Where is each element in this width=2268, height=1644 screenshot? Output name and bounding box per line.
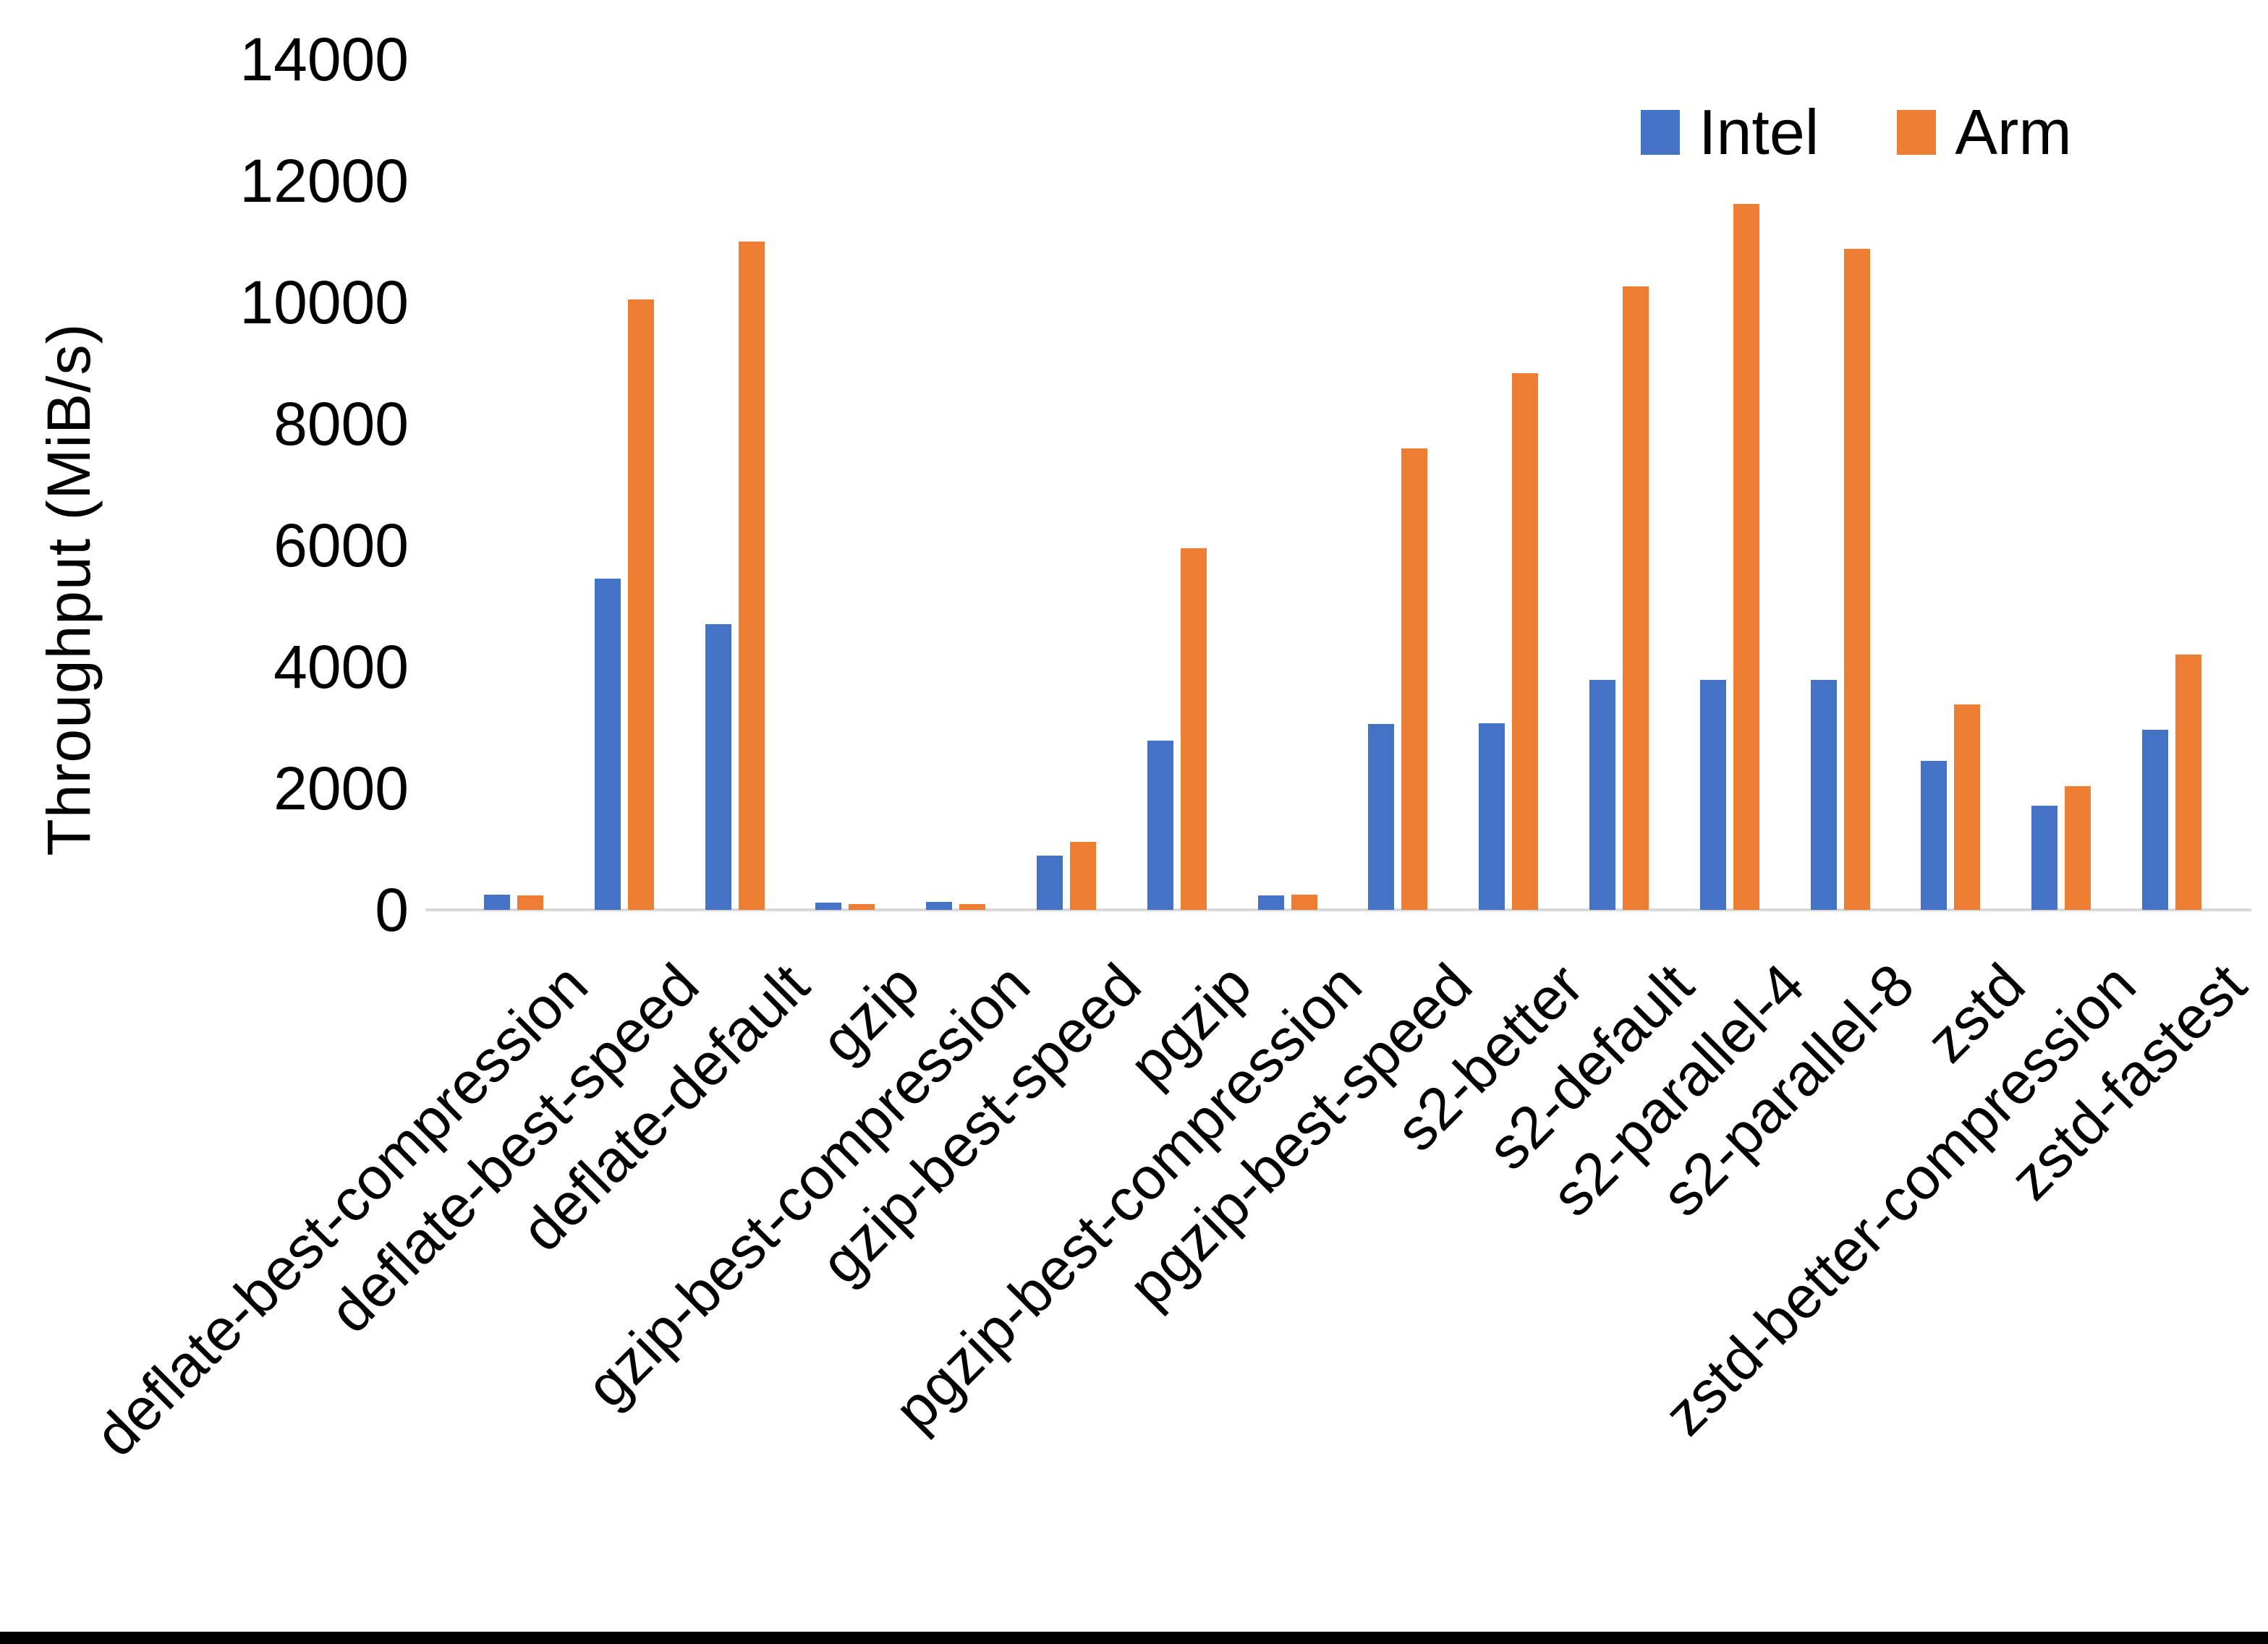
y-tick-label-8000: 8000 [273, 390, 409, 458]
bar-arm-gzip-best-speed [1070, 841, 1096, 910]
y-tick-label-6000: 6000 [273, 511, 409, 579]
legend-swatch-intel-icon [1641, 110, 1680, 155]
bar-intel-zstd-better-compression [2031, 805, 2058, 910]
bar-intel-gzip-best-speed [1037, 856, 1063, 910]
bar-arm-pgzip [1180, 548, 1207, 910]
bar-arm-s2-better [1512, 373, 1539, 910]
bar-intel-s2-parallel-8 [1810, 679, 1837, 910]
bar-intel-deflate-best-speed [594, 579, 621, 910]
y-tick-label-0: 0 [375, 876, 409, 944]
bar-arm-pgzip-best-compression [1291, 894, 1317, 910]
bar-intel-pgzip [1147, 741, 1173, 910]
y-tick-label-2000: 2000 [273, 754, 409, 822]
bar-arm-s2-parallel-4 [1733, 203, 1759, 910]
bar-intel-s2-better [1479, 723, 1505, 910]
legend-swatch-arm-icon [1897, 110, 1937, 155]
bar-arm-zstd-fastest [2175, 655, 2201, 910]
legend-item-intel: Intel [1641, 96, 1819, 168]
y-axis-title: Throughput (MiB/s) [35, 323, 103, 856]
bar-arm-zstd [1954, 704, 1981, 910]
bar-arm-gzip-best-compression [959, 904, 986, 910]
bottom-edge-bar [0, 1632, 2268, 1644]
bar-arm-gzip [849, 904, 875, 910]
bar-arm-pgzip-best-speed [1401, 448, 1428, 910]
y-tick-label-10000: 10000 [239, 268, 409, 336]
bar-intel-deflate-best-compression [484, 895, 510, 910]
legend: Intel Arm [1641, 96, 2072, 168]
x-axis-line [425, 908, 2251, 911]
bar-intel-deflate-default [705, 624, 731, 910]
y-tick-label-12000: 12000 [239, 147, 409, 215]
legend-label-intel: Intel [1699, 96, 1819, 168]
y-tick-label-4000: 4000 [273, 633, 409, 701]
bar-intel-s2-default [1589, 679, 1615, 910]
bar-arm-deflate-best-speed [627, 299, 654, 910]
legend-label-arm: Arm [1955, 96, 2072, 168]
bar-intel-zstd [1921, 761, 1948, 910]
bar-intel-pgzip-best-speed [1368, 723, 1395, 910]
bar-intel-pgzip-best-compression [1257, 895, 1284, 910]
legend-item-arm: Arm [1897, 96, 2072, 168]
bar-intel-gzip-best-compression [926, 902, 953, 910]
bar-arm-deflate-best-compression [517, 895, 543, 910]
bar-intel-s2-parallel-4 [1699, 679, 1726, 910]
bar-arm-zstd-better-compression [2065, 786, 2091, 910]
bar-arm-s2-parallel-8 [1843, 249, 1870, 910]
y-tick-label-14000: 14000 [239, 25, 409, 93]
bar-intel-zstd-fastest [2142, 730, 2168, 910]
bar-arm-deflate-default [738, 242, 765, 910]
bar-arm-s2-default [1623, 286, 1649, 910]
bar-intel-gzip [815, 902, 842, 910]
